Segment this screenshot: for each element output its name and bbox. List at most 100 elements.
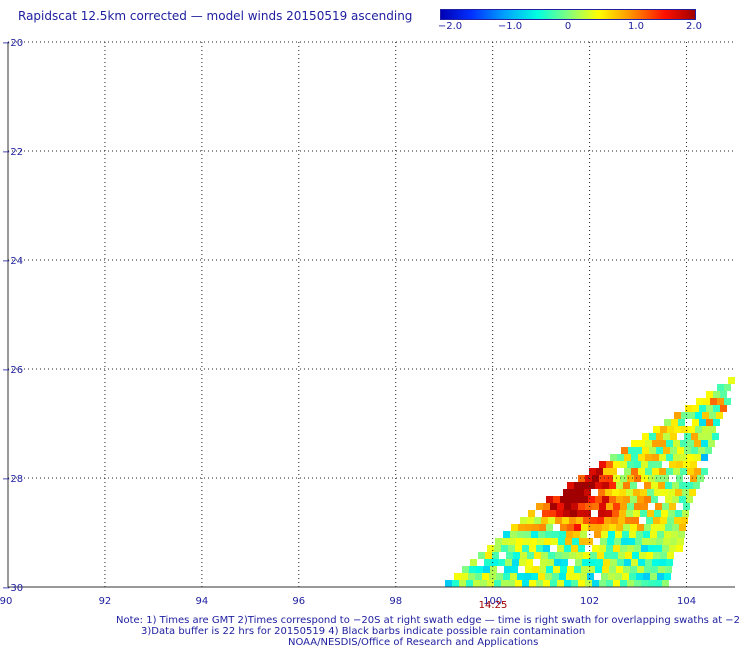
swath-cell — [666, 454, 673, 461]
swath-cell — [468, 573, 475, 580]
swath-cell — [627, 461, 634, 468]
swath-cell — [581, 566, 588, 573]
swath-cell — [592, 580, 599, 587]
swath-cell — [703, 398, 710, 405]
y-tick-label: −24 — [2, 256, 23, 267]
swath-cell — [655, 461, 662, 468]
swath-cell — [687, 454, 694, 461]
swath-cell — [602, 524, 609, 531]
swath-cell — [676, 545, 683, 552]
swath-cell — [663, 447, 670, 454]
swath-cell — [613, 503, 620, 510]
swath-cell — [557, 503, 564, 510]
swath-cell — [673, 454, 680, 461]
swath-cell — [608, 531, 615, 538]
swath-cell — [665, 524, 672, 531]
swath-cell — [522, 580, 529, 587]
swath-cell — [645, 559, 652, 566]
swath-cell — [575, 559, 582, 566]
swath-cell — [615, 531, 622, 538]
swath-cell — [546, 524, 553, 531]
swath-cell — [616, 524, 623, 531]
swath-cell — [676, 461, 683, 468]
swath-cell — [503, 573, 510, 580]
swath-cell — [538, 573, 545, 580]
swath-cell — [679, 524, 686, 531]
swath-cell — [687, 440, 694, 447]
swath-cell — [654, 489, 661, 496]
swath-cell — [614, 538, 621, 545]
swath-cell — [595, 524, 602, 531]
swath-cell — [606, 545, 613, 552]
swath-cell — [658, 482, 665, 489]
swath-cell — [620, 475, 627, 482]
swath-cell — [567, 482, 574, 489]
swath-cell — [496, 573, 503, 580]
swath-cell — [616, 482, 623, 489]
swath-cell — [713, 405, 720, 412]
swath-cell — [608, 573, 615, 580]
swath-cell — [630, 524, 637, 531]
swath-cell — [604, 517, 611, 524]
swath-cell — [674, 426, 681, 433]
swath-cell — [713, 391, 720, 398]
swath-cell — [504, 566, 511, 573]
swath-cell — [674, 517, 681, 524]
swath-cell — [621, 447, 628, 454]
x-tick-label: 94 — [195, 596, 208, 607]
swath-cell — [592, 503, 599, 510]
swath-cell — [543, 503, 550, 510]
swath-cell — [596, 468, 603, 475]
swath-cell — [501, 580, 508, 587]
swath-cell — [620, 503, 627, 510]
swath-cell — [480, 580, 487, 587]
swath-cell — [599, 580, 606, 587]
swath-cell — [651, 566, 658, 573]
swath-cell — [615, 573, 622, 580]
swath-cell — [495, 538, 502, 545]
swath-cell — [543, 580, 550, 587]
swath-cell — [649, 538, 656, 545]
swath-cell — [613, 545, 620, 552]
swath-cell — [606, 461, 613, 468]
swath-cell — [640, 489, 647, 496]
swath-cell — [621, 538, 628, 545]
swath-cell — [646, 517, 653, 524]
swath-cell — [675, 510, 682, 517]
swath-cell — [661, 510, 668, 517]
swath-cell — [701, 468, 708, 475]
swath-cell — [604, 552, 611, 559]
swath-cell — [502, 538, 509, 545]
swath-cell — [616, 566, 623, 573]
swath-cell — [564, 545, 571, 552]
swath-cell — [602, 496, 609, 503]
swath-cell — [555, 517, 562, 524]
swath-cell — [578, 475, 585, 482]
swath-cell — [517, 573, 524, 580]
swath-cell — [610, 559, 617, 566]
swath-cell — [643, 531, 650, 538]
swath-cell — [466, 580, 473, 587]
swath-cell — [681, 517, 688, 524]
swath-cell — [584, 510, 591, 517]
swath-cell — [670, 447, 677, 454]
swath-cell — [506, 552, 513, 559]
swath-cell — [569, 552, 576, 559]
swath-cell — [548, 517, 555, 524]
swath-cell — [655, 503, 662, 510]
swath-cell — [644, 566, 651, 573]
swath-cell — [692, 405, 699, 412]
swath-cell — [664, 573, 671, 580]
swath-cell — [527, 517, 534, 524]
swath-cell — [638, 468, 645, 475]
swath-cell — [673, 440, 680, 447]
swath-cell — [672, 496, 679, 503]
swath-cell — [613, 580, 620, 587]
swath-cell — [580, 573, 587, 580]
swath-cell — [699, 405, 706, 412]
swath-cell — [666, 440, 673, 447]
swath-cell — [659, 454, 666, 461]
swath-cell — [712, 433, 719, 440]
swath-cell — [671, 419, 678, 426]
swath-cell — [692, 419, 699, 426]
